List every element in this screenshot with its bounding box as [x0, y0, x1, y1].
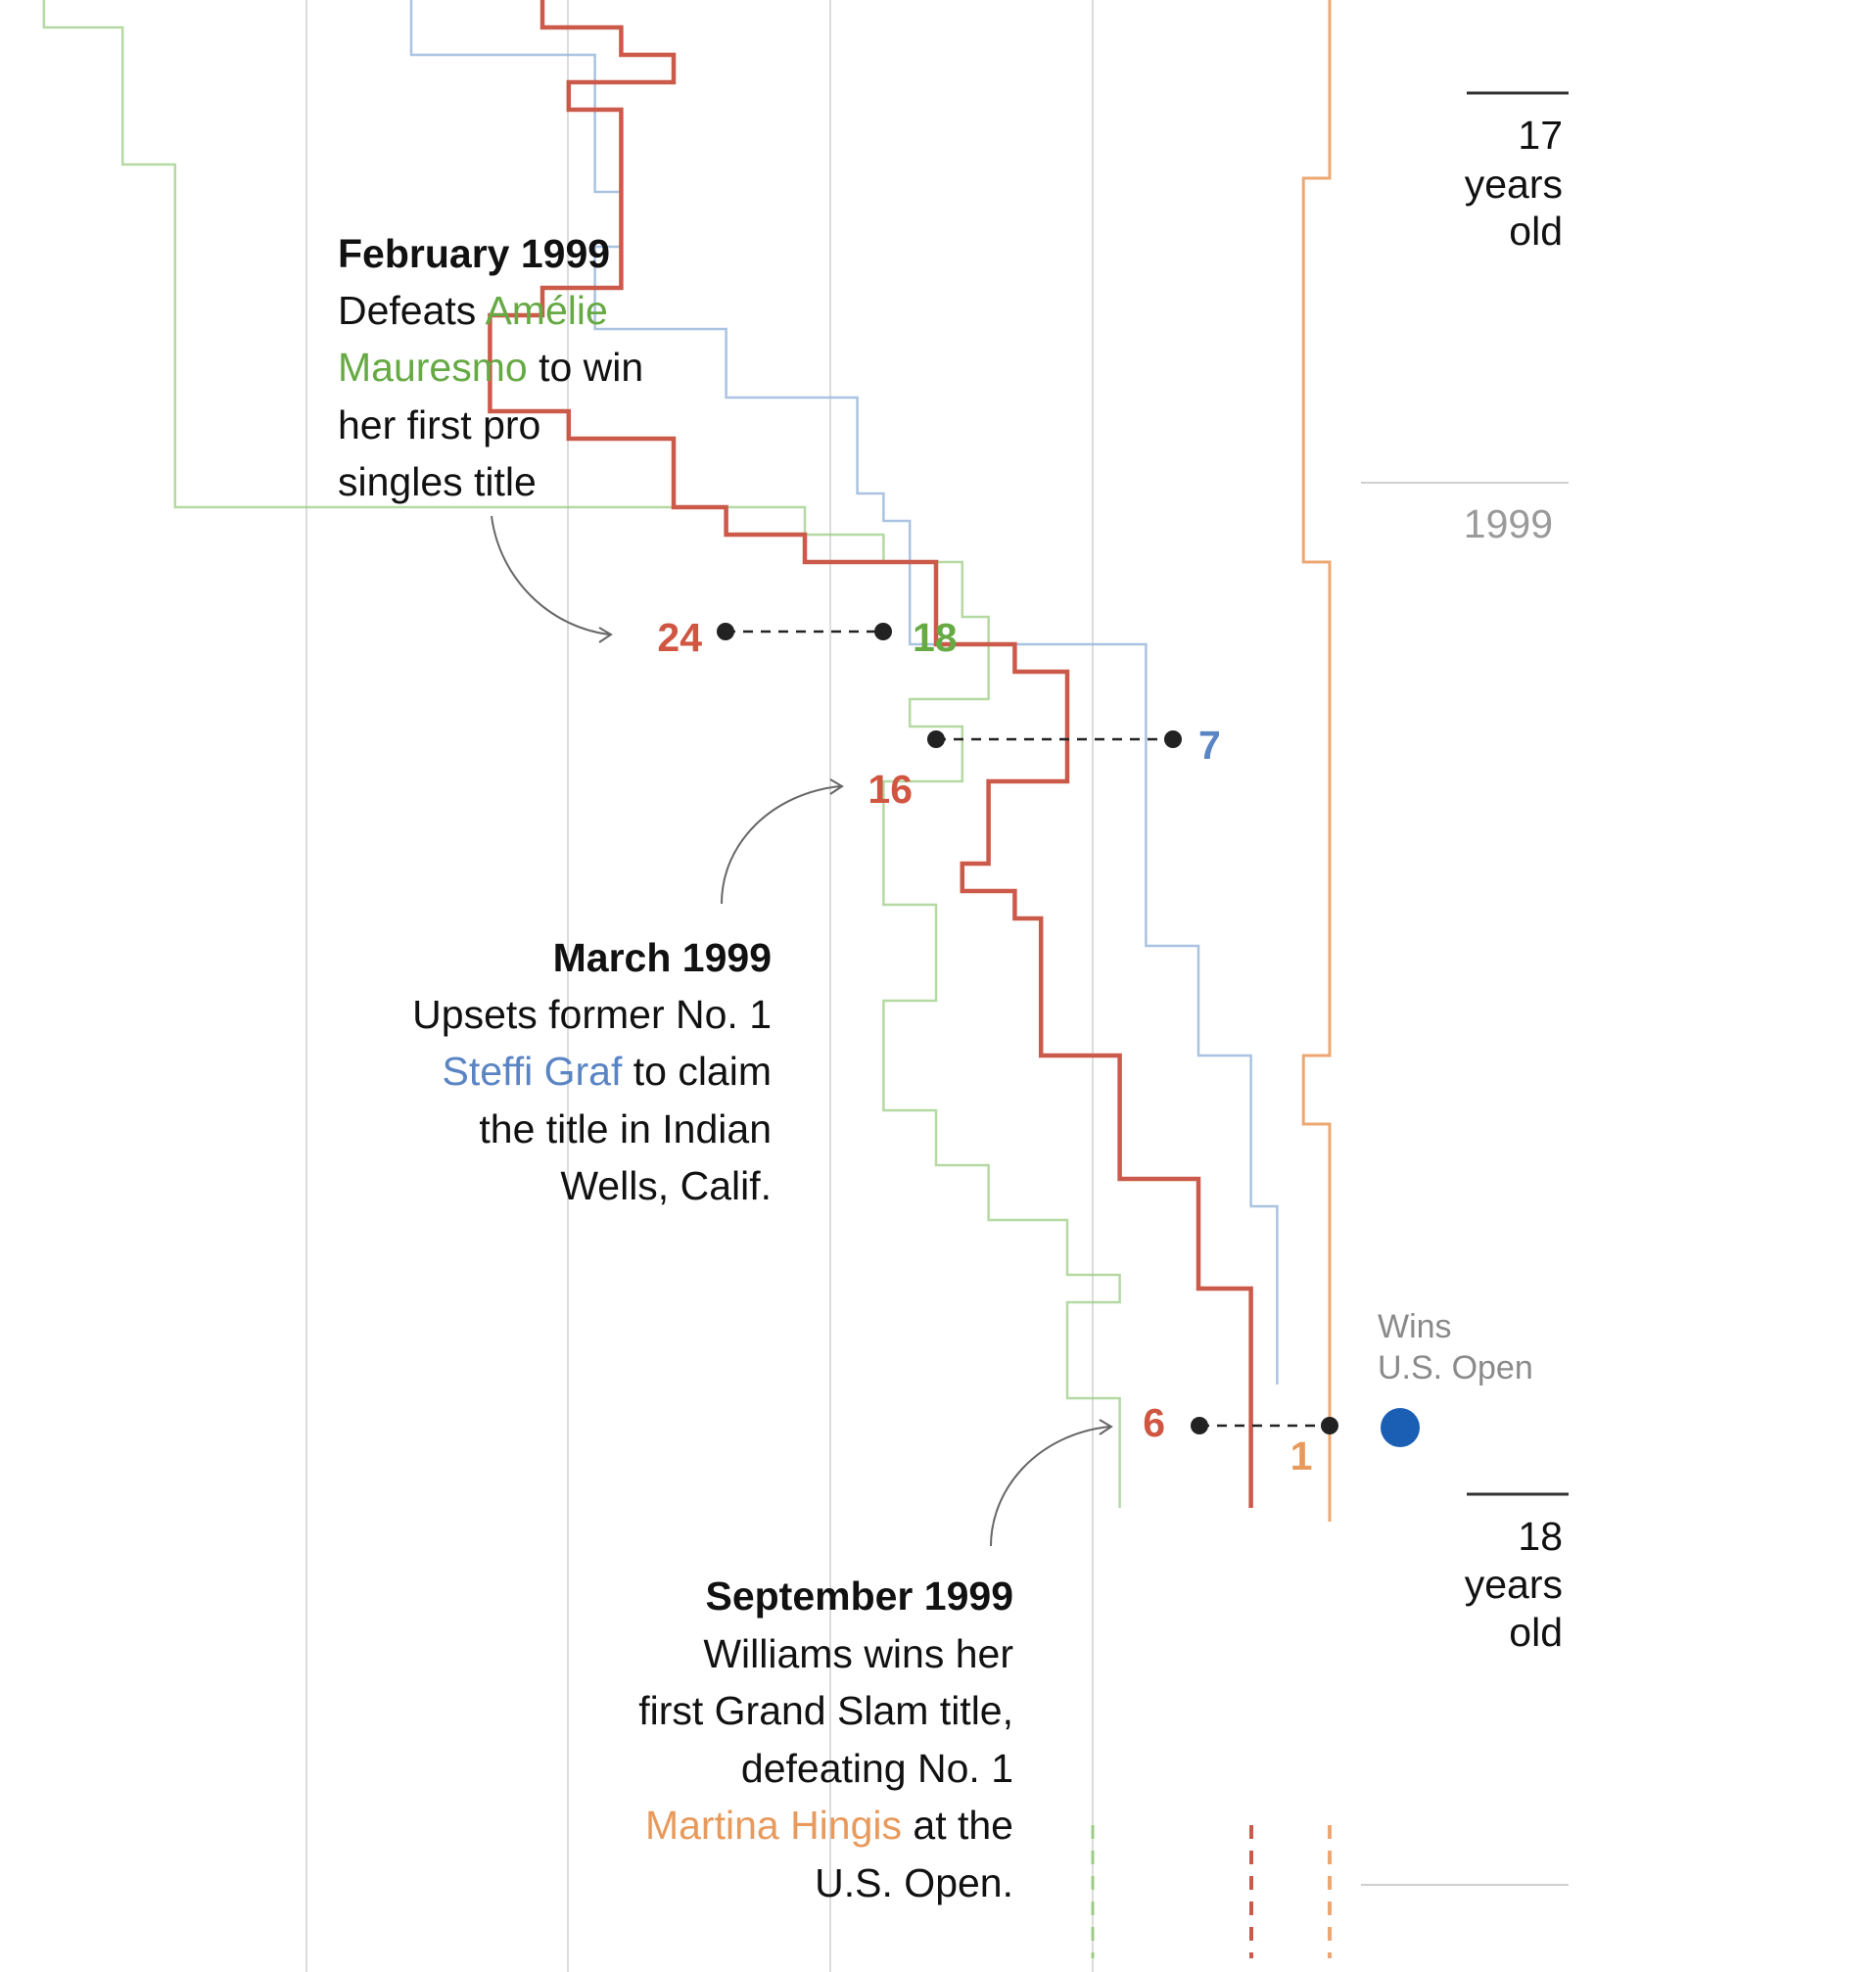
age-18-years: years — [1465, 1562, 1563, 1607]
sep-hingis-name: Martina Hingis — [645, 1803, 902, 1848]
feb-williams-dot — [717, 623, 734, 640]
mar-graf-dot — [1164, 730, 1182, 748]
feb-line1: Defeats Amélie — [338, 288, 608, 333]
sep-williams-rank: 6 — [1143, 1400, 1165, 1445]
gridlines — [305, 0, 1094, 1972]
feb-line4: singles title — [338, 459, 537, 504]
feb-mauresmo-name-1: Amélie — [485, 288, 607, 333]
mar-line2: Steffi Graf to claim — [443, 1049, 772, 1094]
annotation-feb-1999: February 1999 Defeats Amélie Mauresmo to… — [338, 231, 643, 504]
year-1999: 1999 — [1464, 501, 1553, 546]
series-layer — [42, 0, 1332, 1522]
sep-line1: Williams wins her — [703, 1631, 1013, 1676]
feb-title: February 1999 — [338, 231, 610, 276]
sep-line4: Martina Hingis at the — [645, 1803, 1013, 1848]
mar-line2-b: to claim — [622, 1049, 772, 1094]
sep-arrowhead — [1099, 1419, 1113, 1435]
annotation-mar-1999: March 1999 Upsets former No. 1 Steffi Gr… — [412, 935, 772, 1208]
sep-line4-b: at the — [902, 1803, 1013, 1848]
age-17-number: 17 — [1518, 113, 1563, 158]
mar-williams-rank: 16 — [868, 767, 913, 812]
hingis-rank-line — [1301, 0, 1332, 1522]
sep-hingis-rank: 1 — [1290, 1433, 1313, 1479]
sep-line5: U.S. Open. — [815, 1860, 1013, 1905]
us-open-event: Wins U.S. Open — [1378, 1308, 1533, 1447]
feb-williams-rank: 24 — [657, 615, 702, 660]
event-label-line2: U.S. Open — [1378, 1349, 1533, 1386]
williams-rank-line — [488, 0, 1253, 1508]
sep-hingis-dot — [1321, 1417, 1338, 1434]
feb-arrowhead — [598, 627, 613, 643]
mar-graf-rank: 7 — [1198, 723, 1221, 768]
age-18-number: 18 — [1518, 1514, 1563, 1559]
mar-arrowhead — [829, 778, 844, 795]
age-18-old: old — [1509, 1610, 1563, 1655]
mauresmo-rank-line — [42, 0, 1121, 1508]
sep-line2: first Grand Slam title, — [638, 1688, 1013, 1733]
annotation-sep-1999: September 1999 Williams wins her first G… — [638, 1573, 1013, 1905]
age-17-years: years — [1465, 162, 1563, 207]
continuation-dashes — [1091, 1825, 1332, 1958]
feb-mauresmo-name-2: Mauresmo — [338, 345, 528, 390]
sep-line3: defeating No. 1 — [741, 1746, 1013, 1791]
mar-line4: Wells, Calif. — [560, 1163, 772, 1208]
mar-williams-dot — [927, 730, 945, 748]
feb-line3: her first pro — [338, 402, 540, 447]
mar-line3: the title in Indian — [479, 1106, 772, 1151]
sep-williams-dot — [1191, 1417, 1208, 1434]
age-17-old: old — [1509, 209, 1563, 254]
us-open-dot — [1381, 1408, 1420, 1447]
feb-line1-a: Defeats — [338, 288, 485, 333]
time-markers: 17 years old 1999 18 years old — [1361, 91, 1569, 1886]
mar-graf-name: Steffi Graf — [443, 1049, 623, 1094]
mar-arrow — [721, 785, 841, 905]
feb-line2: Mauresmo to win — [338, 345, 643, 390]
annotation-arrows — [491, 515, 1113, 1547]
mar-line1: Upsets former No. 1 — [412, 992, 772, 1037]
event-label-line1: Wins — [1378, 1308, 1452, 1345]
sep-title: September 1999 — [705, 1573, 1013, 1619]
feb-mauresmo-dot — [874, 623, 892, 640]
feb-mauresmo-rank: 18 — [913, 615, 958, 660]
mar-title: March 1999 — [553, 935, 772, 980]
highlight-connectors: 24 18 16 7 6 1 — [657, 615, 1338, 1479]
sep-arrow — [990, 1426, 1110, 1547]
feb-arrow — [491, 515, 610, 635]
feb-line2-b: to win — [528, 345, 644, 390]
